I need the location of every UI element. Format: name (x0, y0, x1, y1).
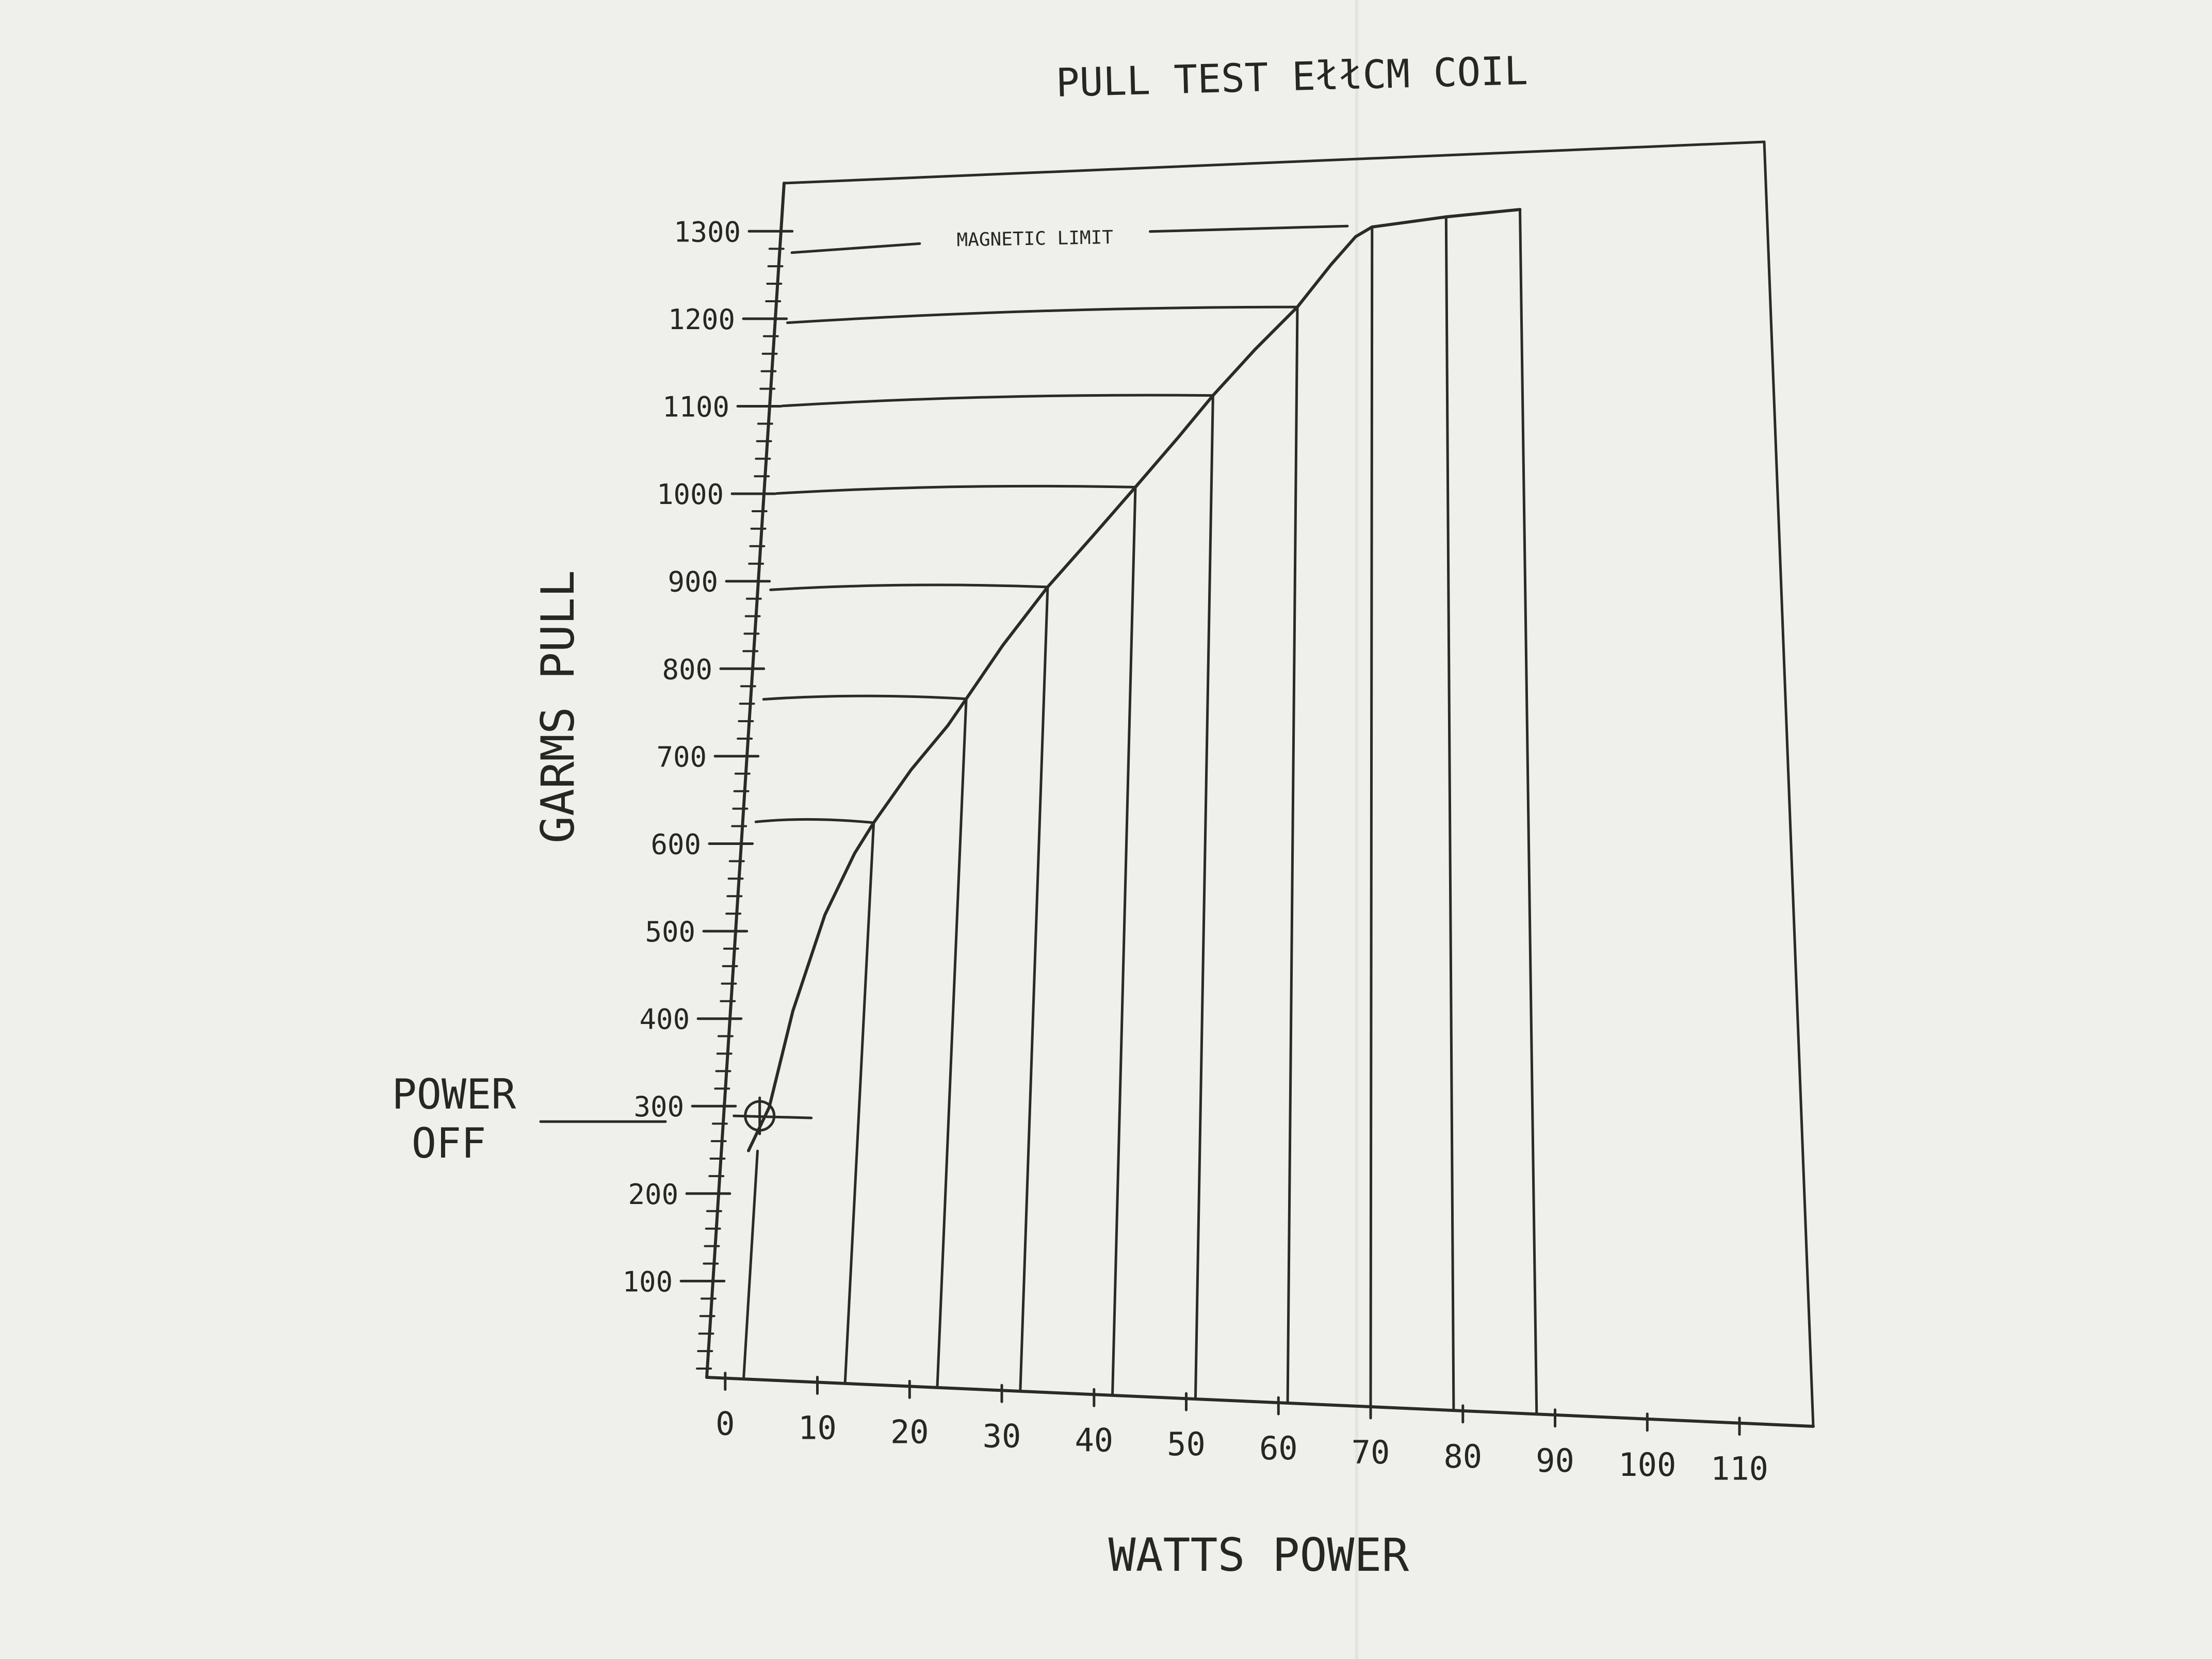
power-off-vertical-line (742, 1149, 759, 1380)
magnetic-limit: MAGNETIC LIMIT (790, 224, 1349, 254)
x-tick-label: 20 (890, 1413, 929, 1451)
y-tick-label: 1000 (657, 478, 724, 511)
reading-vertical-line (936, 697, 968, 1389)
plot-frame (705, 140, 1815, 1428)
y-axis: 100 200 300 400 500 600 700 800 900 1000 1100 1200 1… (623, 216, 794, 1370)
reading-horizontal-line (754, 818, 875, 824)
y-axis-title: GARMS PULL (531, 570, 584, 843)
reading-vertical-line (1444, 215, 1455, 1412)
y-tick-label: 800 (662, 653, 712, 686)
reading-vertical-line (1369, 225, 1374, 1408)
reading-lines (742, 208, 1538, 1416)
reading-horizontal-line (780, 394, 1214, 408)
magnetic-limit-line-left (790, 242, 921, 254)
x-tick-label: 90 (1536, 1442, 1574, 1479)
reading-horizontal-line (775, 484, 1137, 495)
pull-curve (747, 208, 1522, 1152)
reading-vertical-line (1019, 585, 1049, 1393)
x-tick-label: 0 (715, 1405, 735, 1443)
x-axis: 0 10 20 30 40 50 60 70 80 90 100 110 (715, 1372, 1768, 1488)
x-tick-label: 60 (1259, 1429, 1298, 1467)
x-tick-label: 30 (983, 1417, 1021, 1455)
reading-vertical-line (1286, 305, 1299, 1405)
power-off-label-line2: OFF (412, 1119, 486, 1167)
y-tick-label: 100 (623, 1265, 673, 1298)
y-tick-label: 1300 (674, 216, 741, 248)
y-axis-line (705, 182, 786, 1379)
x-tick-label: 100 (1618, 1446, 1676, 1484)
y-tick-label: 1100 (662, 391, 729, 424)
reading-horizontal-line (786, 305, 1299, 324)
y-tick-label: 600 (650, 828, 701, 861)
x-tick-label: 10 (798, 1409, 837, 1447)
reading-vertical-line (1111, 485, 1137, 1397)
reading-horizontal-line (762, 694, 968, 701)
y-tick-label: 700 (656, 741, 707, 773)
x-axis-title: WATTS POWER (1109, 1528, 1409, 1582)
power-off-crosshair-h (733, 1114, 813, 1119)
reading-vertical-line (843, 821, 875, 1385)
x-tick-label: 70 (1352, 1434, 1390, 1471)
magnetic-limit-label: MAGNETIC LIMIT (956, 227, 1113, 251)
x-tick-label: 50 (1167, 1425, 1206, 1463)
y-tick-label: 200 (628, 1178, 679, 1211)
x-tick-label: 110 (1711, 1450, 1768, 1488)
power-off-label-line1: POWER (392, 1070, 517, 1118)
reading-horizontal-line (769, 583, 1049, 591)
right-border (1763, 140, 1815, 1428)
reading-vertical-line (1519, 208, 1538, 1416)
x-tick-label: 40 (1075, 1421, 1113, 1459)
x-tick-label: 80 (1443, 1438, 1482, 1475)
y-tick-label: 1200 (668, 303, 735, 336)
x-axis-line (705, 1376, 1815, 1428)
curve (747, 208, 1522, 1152)
y-tick-label: 300 (634, 1091, 685, 1123)
top-border (783, 140, 1766, 185)
reading-vertical-line (1194, 394, 1214, 1401)
y-tick-label: 500 (645, 916, 695, 948)
y-tick-label: 900 (668, 566, 718, 598)
magnetic-limit-line-right (1149, 224, 1349, 233)
y-tick-label: 400 (640, 1003, 690, 1036)
